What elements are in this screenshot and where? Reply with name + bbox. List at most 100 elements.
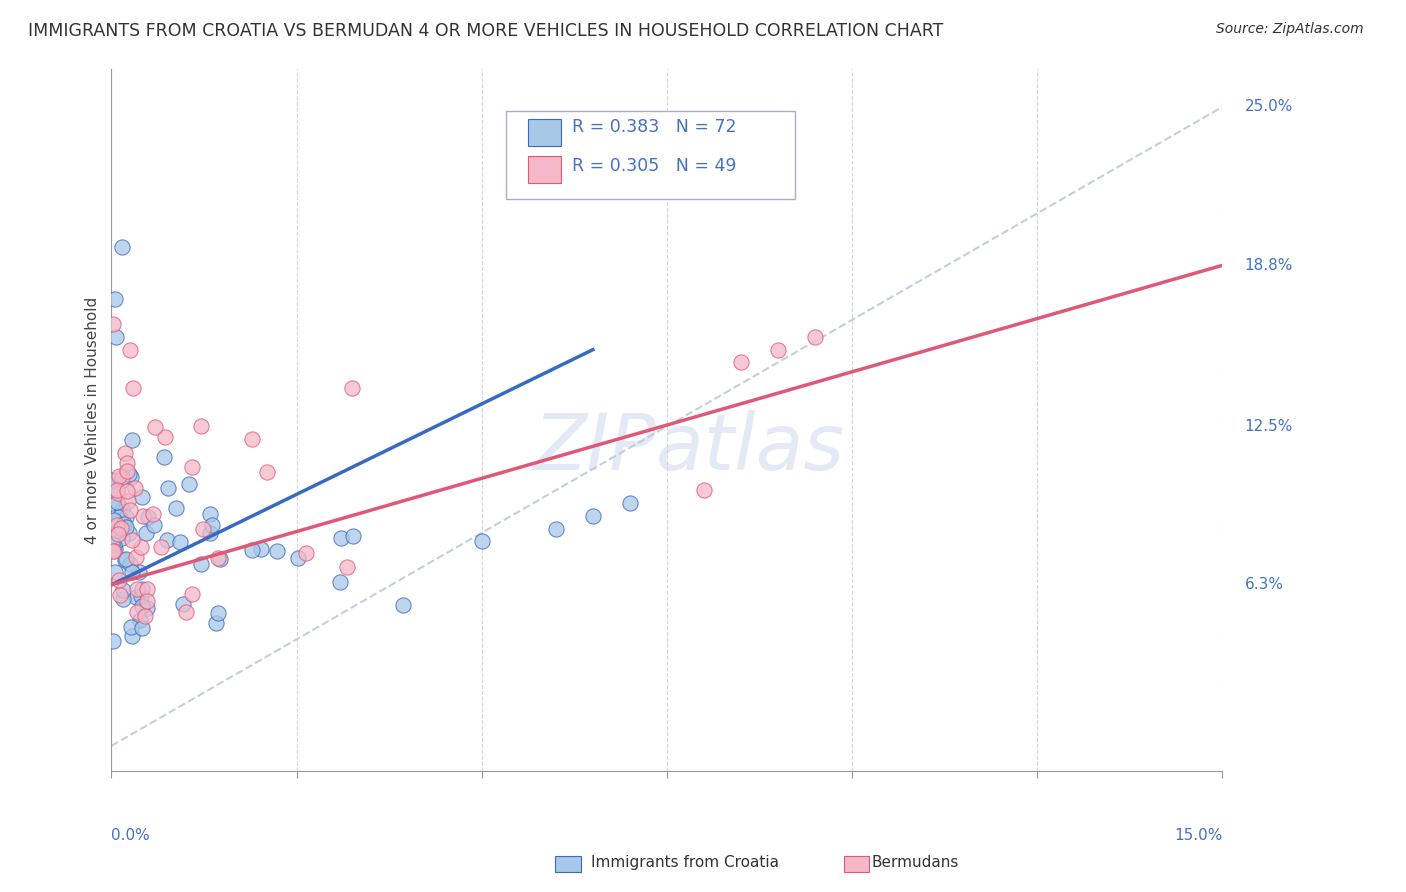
Point	[205, 616, 228, 631]
Point	[114, 445, 136, 459]
Point	[392, 599, 415, 613]
Point	[103, 513, 125, 527]
Point	[136, 582, 159, 596]
Point	[103, 543, 125, 558]
Point	[134, 608, 156, 623]
Point	[209, 551, 232, 566]
Point	[131, 621, 153, 635]
Point	[179, 476, 201, 491]
Point	[105, 495, 128, 509]
Point	[128, 565, 150, 579]
Point	[127, 582, 149, 597]
Point	[143, 517, 166, 532]
Text: Source: ZipAtlas.com: Source: ZipAtlas.com	[1216, 22, 1364, 37]
Point	[136, 600, 159, 615]
Bar	[529, 156, 561, 183]
Point	[142, 507, 165, 521]
Point	[207, 550, 229, 565]
Point	[131, 490, 153, 504]
Point	[108, 573, 131, 587]
Point	[249, 541, 271, 556]
Point	[114, 520, 136, 534]
Point	[121, 629, 143, 643]
Point	[121, 533, 143, 547]
Point	[101, 537, 124, 551]
Point	[115, 483, 138, 498]
Point	[111, 531, 134, 545]
Point	[125, 590, 148, 604]
Point	[125, 605, 148, 619]
Point	[131, 599, 153, 614]
Point	[190, 558, 212, 572]
Point	[105, 517, 128, 532]
Point	[111, 240, 134, 254]
Point	[200, 526, 222, 541]
Point	[110, 521, 132, 535]
Point	[174, 605, 197, 619]
Point	[156, 533, 179, 548]
Point	[190, 419, 212, 434]
Text: Bermudans: Bermudans	[872, 855, 959, 870]
Point	[544, 522, 567, 536]
Point	[156, 482, 179, 496]
Point	[121, 565, 143, 579]
Point	[240, 543, 263, 558]
Point	[330, 531, 353, 545]
Bar	[529, 120, 561, 145]
Point	[129, 540, 152, 554]
Point	[121, 381, 143, 395]
Point	[149, 540, 172, 554]
Point	[104, 542, 127, 557]
Point	[115, 510, 138, 524]
Point	[104, 292, 127, 306]
Point	[112, 583, 135, 598]
Point	[129, 613, 152, 627]
Point	[136, 509, 159, 524]
Point	[125, 549, 148, 564]
Point	[342, 529, 364, 543]
Point	[124, 481, 146, 495]
Point	[143, 420, 166, 434]
Text: 25.0%: 25.0%	[1244, 99, 1294, 114]
Point	[118, 343, 141, 357]
Point	[180, 459, 202, 474]
Point	[240, 432, 263, 446]
Point	[131, 508, 153, 523]
Point	[117, 494, 139, 508]
Point	[730, 355, 752, 369]
Point	[329, 575, 352, 590]
Point	[180, 587, 202, 601]
Point	[471, 534, 494, 549]
Point	[100, 473, 122, 487]
Point	[118, 467, 141, 481]
Point	[120, 620, 142, 634]
Point	[693, 483, 716, 498]
Text: 6.3%: 6.3%	[1244, 577, 1284, 592]
Point	[336, 560, 359, 574]
Point	[105, 483, 128, 497]
Point	[200, 507, 222, 521]
Point	[152, 450, 174, 464]
FancyBboxPatch shape	[506, 111, 794, 199]
Point	[153, 430, 176, 444]
Point	[804, 330, 827, 344]
Point	[107, 526, 129, 541]
Text: ZIPatlas: ZIPatlas	[534, 410, 845, 486]
Point	[118, 558, 141, 572]
Text: R = 0.305   N = 49: R = 0.305 N = 49	[572, 156, 737, 175]
Point	[121, 433, 143, 447]
Point	[104, 565, 127, 579]
Point	[135, 593, 157, 607]
Point	[110, 474, 132, 488]
Point	[112, 516, 135, 531]
Point	[103, 317, 125, 331]
Point	[207, 606, 229, 620]
Point	[114, 553, 136, 567]
Y-axis label: 4 or more Vehicles in Household: 4 or more Vehicles in Household	[86, 296, 100, 543]
Point	[105, 330, 128, 344]
Point	[101, 530, 124, 544]
Text: 0.0%: 0.0%	[111, 828, 150, 843]
Point	[172, 597, 194, 611]
Point	[266, 544, 288, 558]
Point	[118, 503, 141, 517]
